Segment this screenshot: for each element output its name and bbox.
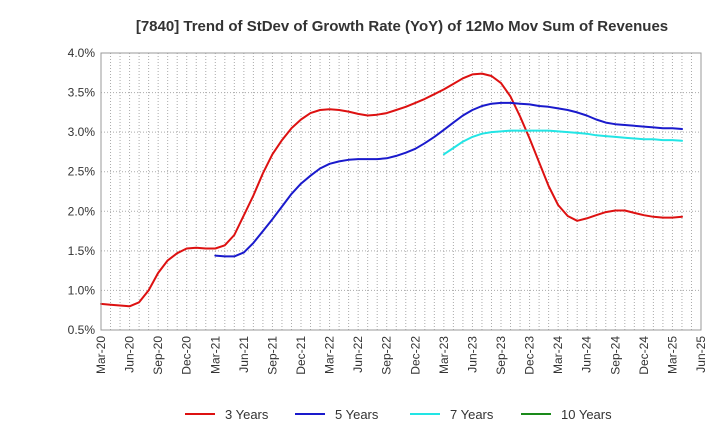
grid-lines (101, 52, 701, 331)
series-line-3-years (100, 72, 683, 308)
x-tick-label: Dec-24 (637, 336, 651, 375)
x-tick-label: Jun-25 (694, 336, 708, 373)
x-tick-label: Sep-22 (380, 336, 394, 375)
series-line-7-years (442, 129, 683, 156)
x-tick-label: Jun-22 (351, 336, 365, 373)
x-tick-label: Mar-24 (551, 336, 565, 374)
x-tick-label: Sep-21 (265, 336, 279, 375)
x-tick-label: Sep-20 (151, 336, 165, 375)
chart-title: [7840] Trend of StDev of Growth Rate (Yo… (136, 18, 668, 35)
x-tick-label: Dec-23 (523, 336, 537, 375)
x-tick-label: Mar-20 (94, 336, 108, 374)
series-line-5-years (214, 101, 683, 258)
y-tick-label: 2.0% (68, 204, 96, 218)
legend-label: 10 Years (561, 407, 612, 422)
x-tick-label: Jun-24 (580, 336, 594, 373)
x-tick-label: Jun-23 (465, 336, 479, 373)
x-axis-ticks: Mar-20 Jun-20 Sep-20 Dec-20 Mar-21 Jun-21 Sep-… (94, 336, 708, 375)
x-tick-label: Dec-22 (408, 336, 422, 375)
series-lines (100, 72, 683, 308)
y-tick-label: 1.5% (68, 244, 96, 258)
x-tick-label: Mar-25 (665, 336, 679, 374)
y-tick-label: 3.5% (68, 86, 96, 100)
x-tick-label: Sep-23 (494, 336, 508, 375)
x-tick-label: Mar-23 (437, 336, 451, 374)
legend-label: 7 Years (450, 407, 494, 422)
legend-label: 3 Years (225, 407, 269, 422)
y-tick-label: 1.0% (68, 283, 96, 297)
x-tick-label: Dec-21 (294, 336, 308, 375)
plot-area-border (100, 52, 702, 331)
y-tick-label: 4.0% (68, 46, 96, 60)
legend-label: 5 Years (335, 407, 379, 422)
x-tick-label: Sep-24 (608, 336, 622, 375)
x-tick-label: Jun-21 (237, 336, 251, 373)
y-tick-label: 3.0% (68, 125, 96, 139)
x-tick-label: Mar-21 (208, 336, 222, 374)
x-tick-label: Mar-22 (323, 336, 337, 374)
y-axis-ticks: 0.5% 1.0% 1.5% 2.0% 2.5% 3.0% 3.5% 4.0% (68, 46, 96, 337)
y-tick-label: 2.5% (68, 165, 96, 179)
x-tick-label: Jun-20 (123, 336, 137, 373)
x-tick-label: Dec-20 (180, 336, 194, 375)
y-tick-label: 0.5% (68, 323, 96, 337)
legend: 3 Years 5 Years 7 Years 10 Years (185, 407, 612, 422)
